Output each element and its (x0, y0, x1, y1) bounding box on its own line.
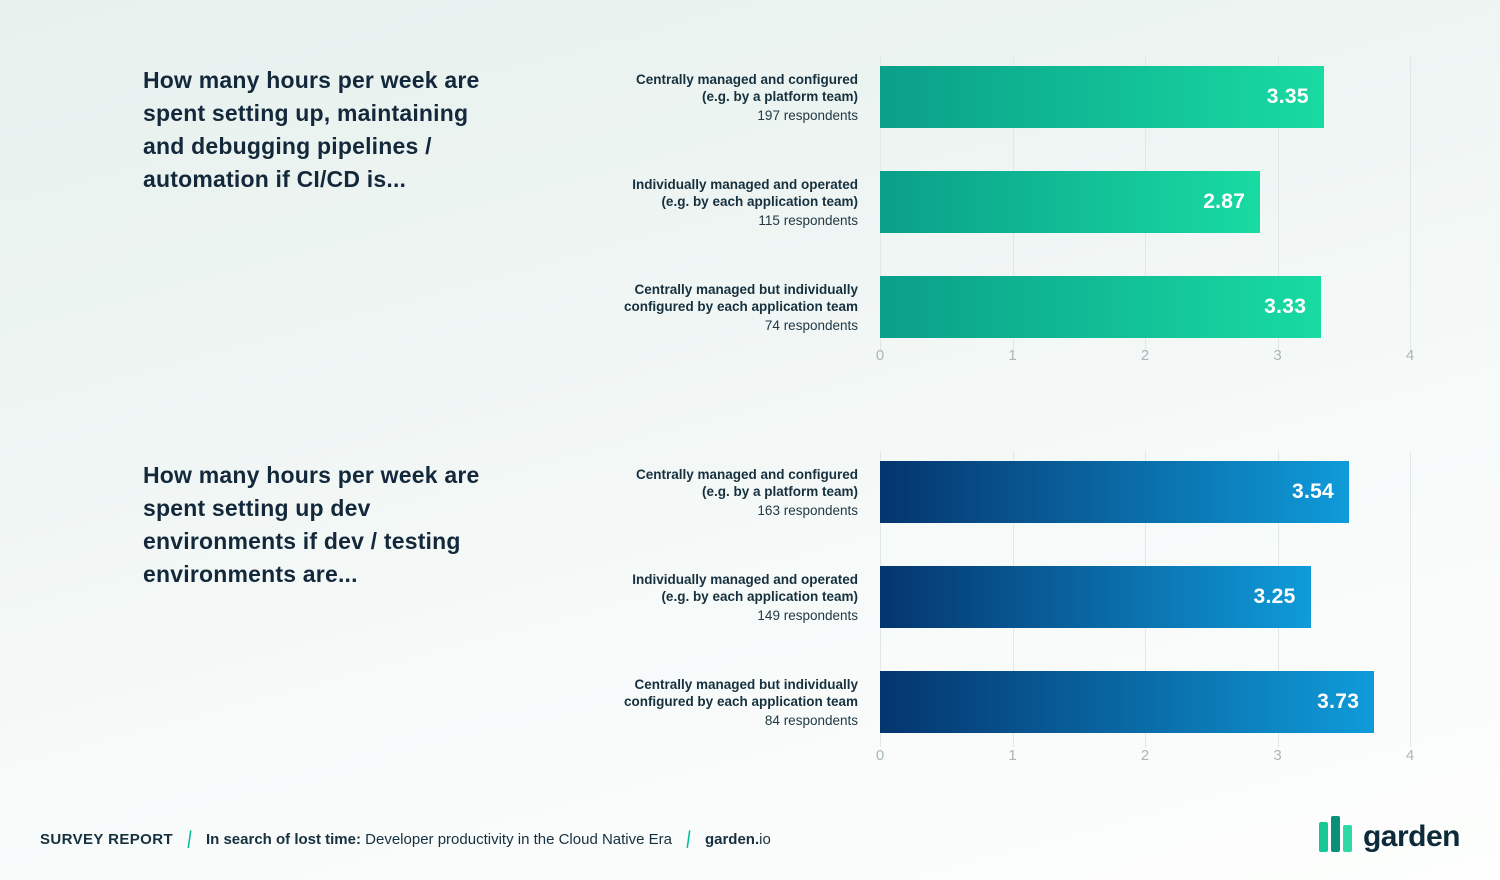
axis-tick-label: 1 (1008, 747, 1017, 764)
bar-row: Centrally managed and configured (e.g. b… (618, 66, 1410, 128)
bar-row: Individually managed and operated (e.g. … (618, 171, 1410, 233)
category-label: Individually managed and operated (e.g. … (632, 176, 858, 209)
gridline (1277, 56, 1279, 352)
value-label: 2.87 (1203, 190, 1246, 213)
respondents-label: 84 respondents (764, 712, 858, 728)
bar: 3.35 (880, 66, 1324, 128)
footer-report-title-rest: Developer productivity in the Cloud Nati… (361, 830, 672, 848)
bar-track: 3.33 (880, 276, 1410, 338)
bar-track: 3.25 (880, 566, 1410, 628)
value-label: 3.73 (1317, 690, 1360, 713)
footer-kicker: SURVEY REPORT (40, 830, 174, 848)
garden-logo-icon (1318, 815, 1354, 858)
bar-labels: Centrally managed but individually confi… (618, 676, 858, 729)
bar-track: 3.54 (880, 461, 1410, 523)
bar-row: Centrally managed but individually confi… (618, 671, 1410, 733)
bar: 3.54 (880, 461, 1350, 523)
garden-logo: garden (1318, 815, 1461, 858)
bar-labels: Individually managed and operated (e.g. … (618, 176, 858, 229)
category-label: Individually managed and operated (e.g. … (632, 571, 858, 604)
chart-2-rows: Centrally managed and configured (e.g. b… (618, 461, 1410, 733)
respondents-label: 149 respondents (757, 607, 858, 623)
bar-track: 3.35 (880, 66, 1410, 128)
category-label: Centrally managed but individually confi… (623, 281, 858, 314)
footer-brand: garden.io (705, 831, 771, 848)
respondents-label: 197 respondents (757, 107, 858, 123)
bar: 3.73 (880, 671, 1375, 733)
bar-track: 3.73 (880, 671, 1410, 733)
axis-tick-label: 0 (875, 747, 885, 764)
value-label: 3.25 (1253, 585, 1296, 608)
bar-labels: Individually managed and operated (e.g. … (618, 571, 858, 624)
axis-tick-label: 3 (1273, 347, 1282, 364)
bar-labels: Centrally managed but individually confi… (618, 281, 858, 334)
axis-tick-label: 1 (1008, 347, 1017, 364)
footer-report-title-bold: In search of lost time: (205, 830, 361, 848)
garden-logo-wordmark: garden (1362, 819, 1461, 853)
bar-row: Individually managed and operated (e.g. … (618, 566, 1410, 628)
bar: 2.87 (880, 171, 1261, 233)
footer-brand-rest: io (759, 830, 771, 848)
bar-labels: Centrally managed and configured (e.g. b… (618, 71, 858, 124)
gridline (1410, 56, 1411, 352)
axis-tick-label: 0 (875, 347, 885, 364)
footer-brand-bold: garden. (704, 830, 760, 848)
category-label: Centrally managed and configured (e.g. b… (635, 71, 858, 104)
category-label: Centrally managed but individually confi… (623, 676, 858, 709)
chart-1-rows: Centrally managed and configured (e.g. b… (618, 66, 1410, 338)
footer-divider: | (684, 827, 693, 850)
footer: SURVEY REPORT | In search of lost time: … (40, 828, 771, 850)
chart-1-title: How many hours per week are spent settin… (143, 67, 480, 192)
category-label: Centrally managed and configured (e.g. b… (635, 466, 858, 499)
chart-1-x-axis: 0 1 2 3 4 (876, 347, 1414, 367)
bar-row: Centrally managed but individually confi… (618, 276, 1410, 338)
respondents-label: 74 respondents (764, 317, 858, 333)
chart-2-x-axis: 0 1 2 3 4 (876, 747, 1414, 767)
bar-row: Centrally managed and configured (e.g. b… (618, 461, 1410, 523)
gridline (1410, 451, 1411, 747)
axis-tick-label: 4 (1405, 747, 1415, 764)
axis-tick-label: 4 (1405, 347, 1415, 364)
bar: 3.33 (880, 276, 1322, 338)
value-label: 3.35 (1266, 85, 1309, 108)
respondents-label: 163 respondents (757, 502, 858, 518)
bar: 3.25 (880, 566, 1311, 628)
bar-track: 2.87 (880, 171, 1410, 233)
footer-report-title: In search of lost time: Developer produc… (206, 831, 672, 848)
respondents-label: 115 respondents (758, 212, 858, 228)
value-label: 3.33 (1264, 295, 1307, 318)
value-label: 3.54 (1291, 480, 1335, 503)
chart-2-title: How many hours per week are spent settin… (143, 462, 480, 587)
bar-labels: Centrally managed and configured (e.g. b… (618, 466, 858, 519)
axis-tick-label: 2 (1140, 347, 1150, 364)
axis-tick-label: 2 (1140, 747, 1150, 764)
axis-tick-label: 3 (1273, 747, 1282, 764)
footer-divider: | (185, 827, 194, 850)
